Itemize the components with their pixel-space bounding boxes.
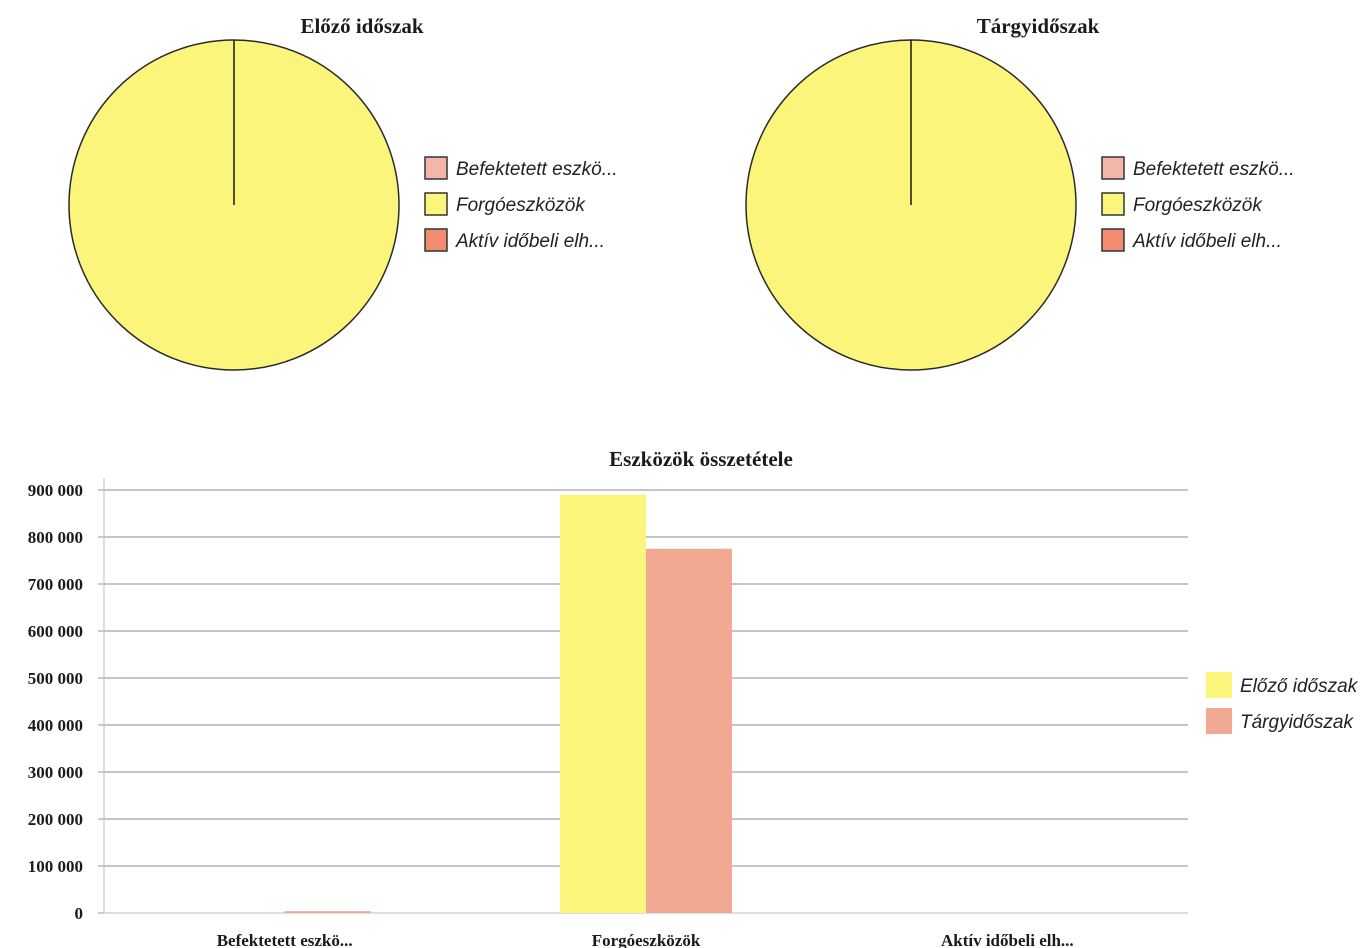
- y-tick-label: 0: [75, 904, 84, 923]
- legend-swatch-0: [424, 156, 448, 180]
- legend-swatch-0: [1101, 156, 1125, 180]
- legend-label-1: Forgóeszközök: [1133, 195, 1263, 216]
- y-tick-label: 600 000: [28, 622, 83, 641]
- x-category-label: Befektetett eszkö...: [217, 931, 353, 948]
- bar-category-labels: Befektetett eszkö... Forgóeszközök Aktív i…: [217, 931, 1074, 948]
- legend-swatch-2: [1101, 228, 1125, 252]
- bar-legend-label-0: Előző időszak: [1240, 676, 1359, 697]
- x-category-label: Aktív időbeli elh...: [941, 931, 1074, 948]
- legend-label-0: Befektetett eszkö...: [456, 159, 618, 180]
- pie-chart-previous: Előző időszak Befektetett eszkö... Forgóe…: [68, 14, 618, 371]
- pie-chart-current: Tárgyidőszak Befektetett eszkö... Forgóes…: [745, 14, 1295, 371]
- bar-0-1: [560, 494, 646, 913]
- legend-label-0: Befektetett eszkö...: [1133, 159, 1295, 180]
- bar-legend-swatch-0: [1206, 672, 1232, 698]
- y-tick-label: 400 000: [28, 716, 83, 735]
- bar-legend-label-1: Tárgyidőszak: [1240, 712, 1354, 733]
- y-tick-label: 500 000: [28, 669, 83, 688]
- y-tick-label: 700 000: [28, 575, 83, 594]
- legend-label-2: Aktív időbeli elh...: [455, 231, 605, 252]
- legend-label-1: Forgóeszközök: [456, 195, 586, 216]
- y-tick-label: 200 000: [28, 810, 83, 829]
- pie-slices-previous: [68, 39, 400, 371]
- y-tick-label: 100 000: [28, 857, 83, 876]
- y-tick-label: 300 000: [28, 763, 83, 782]
- y-tick-label: 800 000: [28, 528, 83, 547]
- legend-swatch-1: [424, 192, 448, 216]
- y-tick-label: 900 000: [28, 481, 83, 500]
- pie-title-current: Tárgyidőszak: [977, 14, 1100, 38]
- bar-y-tick-labels: 0 100 000 200 000 300 000 400 000 500 000 600 …: [28, 481, 83, 923]
- bar-chart-composition: Eszközök összetétele 0 100 000 200 000 300 …: [28, 447, 1359, 948]
- legend-swatch-2: [424, 228, 448, 252]
- bar-marks: [284, 494, 732, 913]
- bar-1-1: [646, 548, 732, 913]
- legend-swatch-1: [1101, 192, 1125, 216]
- pie-title-previous: Előző időszak: [300, 14, 423, 38]
- bar-1-0: [284, 911, 371, 913]
- bar-chart-title: Eszközök összetétele: [609, 447, 793, 471]
- bar-legend-swatch-1: [1206, 708, 1232, 734]
- x-category-label: Forgóeszközök: [592, 931, 701, 948]
- bar-legend: Előző időszak Tárgyidőszak: [1206, 672, 1359, 734]
- pie-legend-previous: Befektetett eszkö... Forgóeszközök Aktív i…: [424, 156, 618, 252]
- pie-slices-current: [745, 39, 1077, 371]
- legend-label-2: Aktív időbeli elh...: [1132, 231, 1282, 252]
- pie-legend-current: Befektetett eszkö... Forgóeszközök Aktív i…: [1101, 156, 1295, 252]
